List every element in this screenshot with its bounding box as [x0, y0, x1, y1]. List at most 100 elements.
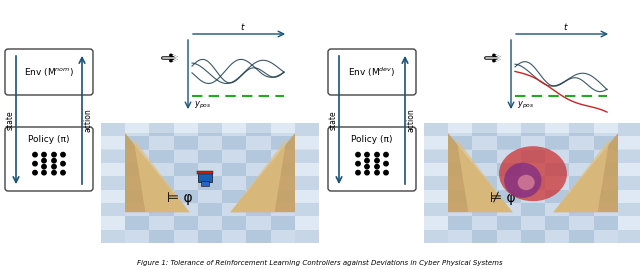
- Bar: [100, 123, 125, 136]
- Bar: [497, 216, 521, 230]
- Bar: [594, 150, 618, 163]
- Text: ⊨ φ: ⊨ φ: [167, 191, 193, 205]
- Bar: [149, 150, 173, 163]
- Ellipse shape: [504, 163, 541, 198]
- Bar: [497, 136, 521, 150]
- Bar: [125, 136, 149, 150]
- Bar: [545, 230, 570, 243]
- FancyBboxPatch shape: [5, 127, 93, 191]
- Bar: [271, 136, 295, 150]
- Bar: [424, 176, 448, 190]
- Bar: [511, 34, 611, 112]
- Bar: [570, 190, 594, 203]
- Bar: [545, 203, 570, 216]
- Circle shape: [384, 171, 388, 175]
- Bar: [521, 123, 545, 136]
- Bar: [618, 203, 640, 216]
- Bar: [271, 176, 295, 190]
- Bar: [472, 163, 497, 176]
- Bar: [618, 150, 640, 163]
- Bar: [570, 123, 594, 136]
- Bar: [149, 163, 173, 176]
- Circle shape: [61, 153, 65, 157]
- Text: action: action: [406, 108, 415, 132]
- Bar: [246, 150, 271, 163]
- Bar: [618, 190, 640, 203]
- Bar: [173, 230, 198, 243]
- Circle shape: [61, 171, 65, 175]
- Bar: [271, 216, 295, 230]
- Circle shape: [42, 153, 46, 157]
- Polygon shape: [448, 133, 513, 212]
- Bar: [295, 123, 319, 136]
- Circle shape: [42, 158, 46, 163]
- Circle shape: [365, 158, 369, 163]
- Bar: [149, 190, 173, 203]
- Text: state: state: [6, 110, 15, 130]
- Bar: [521, 203, 545, 216]
- Bar: [295, 190, 319, 203]
- Bar: [472, 190, 497, 203]
- Bar: [570, 176, 594, 190]
- Bar: [295, 136, 319, 150]
- Bar: [497, 163, 521, 176]
- Bar: [100, 190, 125, 203]
- Bar: [545, 123, 570, 136]
- Bar: [198, 123, 222, 136]
- Ellipse shape: [518, 175, 534, 190]
- Bar: [618, 163, 640, 176]
- Bar: [246, 163, 271, 176]
- Bar: [173, 203, 198, 216]
- Circle shape: [61, 161, 65, 166]
- Text: $t$: $t$: [563, 22, 569, 33]
- Circle shape: [375, 164, 379, 169]
- Bar: [149, 230, 173, 243]
- Bar: [424, 123, 448, 136]
- Bar: [295, 230, 319, 243]
- Bar: [125, 176, 149, 190]
- Circle shape: [375, 153, 379, 157]
- Bar: [173, 123, 198, 136]
- Bar: [618, 216, 640, 230]
- Bar: [198, 150, 222, 163]
- Bar: [497, 190, 521, 203]
- Bar: [545, 150, 570, 163]
- Bar: [149, 136, 173, 150]
- Bar: [246, 230, 271, 243]
- Bar: [545, 190, 570, 203]
- Circle shape: [384, 161, 388, 166]
- Text: Policy (π): Policy (π): [351, 135, 393, 144]
- Circle shape: [375, 171, 379, 175]
- Bar: [594, 203, 618, 216]
- Bar: [618, 176, 640, 190]
- Bar: [198, 176, 222, 190]
- Bar: [188, 34, 288, 112]
- Bar: [570, 136, 594, 150]
- Bar: [448, 203, 472, 216]
- Bar: [125, 123, 149, 136]
- FancyBboxPatch shape: [328, 49, 416, 95]
- Bar: [100, 216, 125, 230]
- Circle shape: [356, 161, 360, 166]
- Bar: [149, 203, 173, 216]
- Bar: [295, 203, 319, 216]
- Bar: [521, 163, 545, 176]
- Bar: [125, 216, 149, 230]
- Bar: [295, 176, 319, 190]
- Bar: [424, 150, 448, 163]
- Bar: [472, 150, 497, 163]
- Bar: [570, 230, 594, 243]
- Bar: [472, 123, 497, 136]
- Circle shape: [42, 164, 46, 169]
- Circle shape: [365, 171, 369, 175]
- Bar: [222, 176, 246, 190]
- Bar: [222, 163, 246, 176]
- Bar: [295, 163, 319, 176]
- Bar: [472, 136, 497, 150]
- Bar: [149, 176, 173, 190]
- Circle shape: [33, 153, 37, 157]
- Bar: [125, 133, 295, 243]
- Bar: [424, 203, 448, 216]
- Bar: [246, 136, 271, 150]
- Text: Figure 1: Tolerance of Reinforcement Learning Controllers against Deviations in : Figure 1: Tolerance of Reinforcement Lea…: [137, 260, 503, 266]
